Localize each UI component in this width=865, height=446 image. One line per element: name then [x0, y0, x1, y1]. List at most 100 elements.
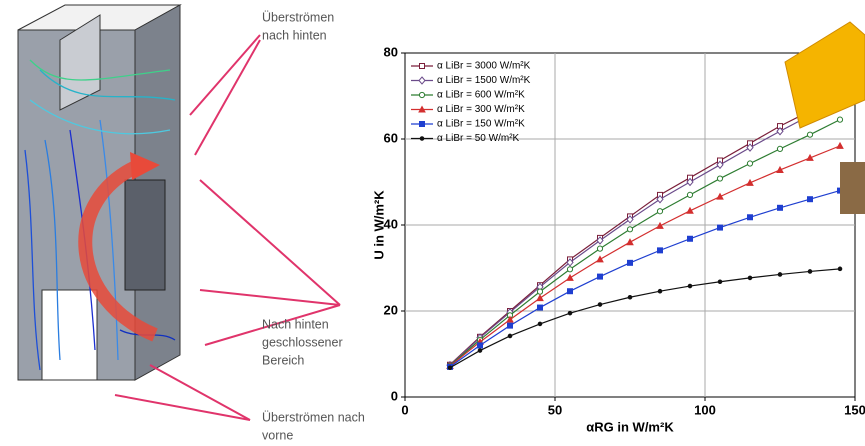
- series: [446, 116, 844, 369]
- marker: [777, 272, 783, 277]
- marker: [746, 143, 754, 152]
- marker: [626, 238, 634, 246]
- flow-arrow-head: [130, 152, 160, 180]
- y-tick-label: 80: [384, 44, 398, 59]
- annotations: Überströmen nach hinten Nach hinten geschlo…: [262, 10, 365, 442]
- marker: [597, 273, 603, 280]
- marker: [477, 342, 483, 349]
- marker: [686, 177, 694, 187]
- series-line: [449, 190, 841, 368]
- marker: [747, 214, 753, 221]
- marker: [537, 321, 543, 327]
- y-tick-label: 40: [384, 216, 398, 231]
- marker: [717, 279, 723, 285]
- window: [124, 179, 166, 291]
- annotation: Bereich: [262, 353, 304, 367]
- opening: [41, 289, 98, 381]
- annotation: nach hinten: [262, 28, 327, 42]
- marker: [597, 302, 603, 307]
- marker: [836, 141, 844, 149]
- marker: [777, 204, 783, 211]
- flow-arrow: [78, 158, 158, 342]
- marker: [656, 221, 664, 229]
- inlet: [59, 14, 101, 111]
- marker: [567, 310, 573, 316]
- marker: [507, 322, 513, 329]
- marker: [626, 215, 634, 224]
- marker: [418, 91, 426, 99]
- annotation: Überströmen: [262, 10, 334, 24]
- marker: [566, 258, 574, 267]
- brown-object: [840, 162, 865, 214]
- x-tick-label: 50: [548, 402, 562, 417]
- series-line: [449, 99, 841, 366]
- marker: [447, 365, 453, 371]
- marker: [746, 178, 754, 186]
- marker: [716, 175, 724, 182]
- marker: [566, 273, 574, 281]
- marker: [837, 266, 843, 272]
- legend-label: α LiBr = 600 W/m²K: [437, 90, 525, 101]
- x-axis-label: αRG in W/m²K: [586, 419, 674, 434]
- legend-label: α LiBr = 3000 W/m²K: [437, 61, 531, 72]
- marker: [596, 236, 604, 245]
- marker: [686, 206, 694, 214]
- legend-label: α LiBr = 300 W/m²K: [437, 104, 525, 115]
- marker: [507, 333, 513, 339]
- legend-label: α LiBr = 1500 W/m²K: [437, 75, 531, 86]
- y-tick-label: 20: [384, 302, 398, 317]
- series-line: [449, 95, 841, 366]
- series-line: [449, 145, 841, 367]
- marker: [687, 235, 693, 242]
- marker: [656, 208, 664, 215]
- streamlines: [24, 59, 176, 371]
- marker: [657, 288, 663, 294]
- marker: [807, 269, 813, 274]
- marker: [806, 131, 814, 138]
- marker: [746, 160, 754, 167]
- marker: [567, 288, 573, 295]
- marker: [627, 294, 633, 300]
- marker: [419, 136, 425, 141]
- annotation: vorne: [262, 428, 293, 441]
- marker: [776, 145, 784, 152]
- marker: [686, 191, 694, 198]
- series: [447, 187, 843, 370]
- marker: [477, 348, 483, 353]
- marker: [419, 63, 425, 69]
- y-axis-label: U in W/m²K: [371, 190, 386, 260]
- y-tick-label: 0: [391, 388, 398, 403]
- marker: [418, 76, 426, 85]
- marker: [806, 153, 814, 161]
- series: [447, 266, 843, 371]
- annotation: Überströmen nach: [262, 410, 365, 424]
- marker: [596, 255, 604, 263]
- legend-label: α LiBr = 150 W/m²K: [437, 119, 525, 130]
- marker: [596, 245, 604, 252]
- series-line: [449, 268, 841, 369]
- series-line: [449, 119, 841, 367]
- marker: [566, 266, 574, 273]
- marker: [687, 283, 693, 289]
- marker: [776, 165, 784, 173]
- marker: [418, 105, 426, 113]
- marker: [536, 294, 544, 302]
- orange-shape: [784, 21, 865, 129]
- plot: 0 20 40 60 80 0 50 100 150 α LiBr = 3000 W/m²K α L…: [384, 44, 865, 417]
- marker: [807, 196, 813, 203]
- marker: [419, 121, 425, 127]
- marker: [836, 116, 844, 123]
- marker: [716, 160, 724, 170]
- pointer-lines: [114, 34, 341, 421]
- y-tick-label: 60: [384, 130, 398, 145]
- x-tick-label: 100: [694, 402, 716, 417]
- annotation: Nach hinten: [262, 317, 329, 331]
- marker: [776, 126, 784, 136]
- marker: [716, 192, 724, 200]
- cfd-illustration: [17, 4, 341, 421]
- legend-label: α LiBr = 50 W/m²K: [437, 133, 520, 144]
- marker: [627, 259, 633, 266]
- marker: [626, 226, 634, 233]
- marker: [657, 247, 663, 254]
